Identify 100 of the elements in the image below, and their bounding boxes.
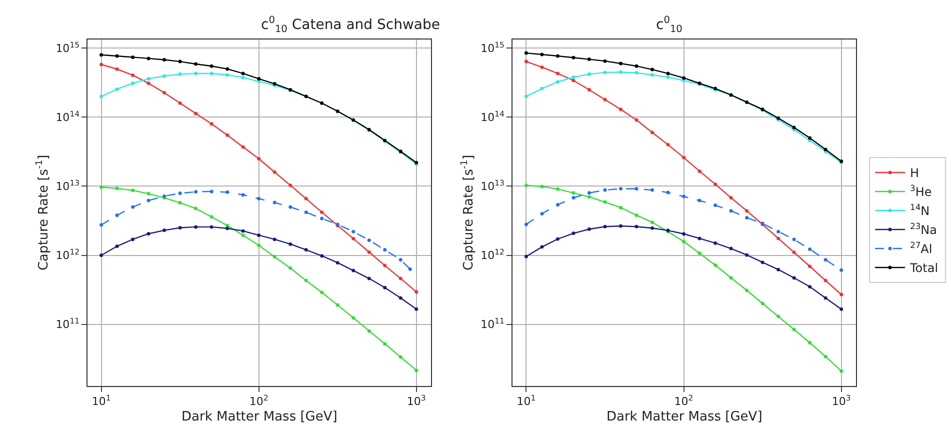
point: [320, 216, 324, 220]
point: [524, 254, 528, 258]
point: [618, 70, 622, 74]
point: [634, 186, 638, 190]
point: [320, 210, 324, 214]
point: [824, 278, 828, 282]
point: [100, 62, 104, 66]
point: [634, 64, 638, 68]
point: [666, 190, 670, 194]
point: [556, 54, 560, 58]
point: [115, 67, 119, 71]
point: [650, 188, 654, 192]
legend-label: H: [910, 166, 920, 180]
point: [210, 190, 214, 194]
point: [352, 230, 356, 234]
point: [682, 232, 686, 236]
point: [288, 205, 292, 209]
point: [824, 258, 828, 262]
point: [194, 72, 198, 76]
point: [760, 302, 764, 306]
point: [808, 284, 812, 288]
point: [698, 169, 702, 173]
point: [226, 224, 230, 228]
point: [603, 98, 607, 102]
point: [603, 59, 607, 63]
point: [226, 226, 230, 230]
point: [367, 250, 371, 254]
point: [792, 250, 796, 254]
point: [383, 286, 387, 290]
point: [650, 73, 654, 77]
point: [824, 296, 828, 300]
point: [603, 188, 607, 192]
y-tick-label: 10$^{11}$: [56, 316, 80, 332]
point: [288, 242, 292, 246]
point: [194, 112, 198, 116]
x-tick-label: 10$^{1}$: [92, 393, 111, 408]
chart-title: c$^{0}$$_{10}$ Catena and Schwabe: [261, 15, 440, 35]
point: [241, 76, 245, 80]
point: [320, 254, 324, 258]
point: [524, 60, 528, 64]
point: [556, 80, 560, 84]
point: [210, 225, 214, 229]
point: [760, 260, 764, 264]
point: [572, 232, 576, 236]
point: [210, 122, 214, 126]
point: [776, 230, 780, 234]
y-tick-label: 10$^{13}$: [480, 178, 505, 194]
point: [304, 196, 308, 200]
point: [792, 328, 796, 332]
point: [572, 196, 576, 200]
point: [336, 303, 340, 307]
point: [226, 133, 230, 137]
point: [367, 238, 371, 242]
point: [698, 251, 702, 255]
point: [272, 170, 276, 174]
point: [540, 245, 544, 249]
point: [840, 369, 844, 373]
point: [398, 258, 402, 262]
point: [572, 191, 576, 195]
point: [146, 198, 150, 202]
point: [288, 266, 292, 270]
y-tick-label: 10$^{14}$: [56, 109, 80, 124]
point: [572, 78, 576, 82]
point: [414, 307, 418, 311]
x-tick-label: 10$^{2}$: [674, 393, 694, 408]
point: [745, 253, 749, 257]
point: [808, 136, 812, 140]
point: [540, 86, 544, 90]
point: [383, 342, 387, 346]
point: [352, 268, 356, 272]
point: [556, 237, 560, 241]
point: [131, 205, 135, 209]
point: [572, 75, 576, 79]
point: [226, 67, 230, 71]
point: [572, 56, 576, 60]
y-tick-label: 10$^{12}$: [480, 247, 505, 262]
point: [226, 190, 230, 194]
point: [556, 202, 560, 206]
point: [603, 200, 607, 204]
point: [115, 213, 119, 217]
point: [131, 55, 135, 59]
point: [367, 329, 371, 333]
y-tick-label: 10$^{14}$: [480, 109, 505, 124]
x-axis-title: Dark Matter Mass [GeV]: [182, 410, 338, 425]
point: [618, 206, 622, 210]
point: [367, 276, 371, 280]
point: [398, 355, 402, 359]
point: [540, 52, 544, 56]
y-tick-label: 10$^{15}$: [480, 40, 505, 56]
point: [178, 101, 182, 105]
point: [194, 225, 198, 229]
point: [210, 64, 214, 68]
point: [100, 223, 104, 227]
y-tick-label: 10$^{13}$: [56, 178, 80, 194]
point: [587, 227, 591, 231]
point: [398, 276, 402, 280]
point: [398, 296, 402, 300]
point: [241, 233, 245, 237]
point: [100, 94, 104, 98]
x-tick-label: 10$^{3}$: [406, 393, 426, 408]
